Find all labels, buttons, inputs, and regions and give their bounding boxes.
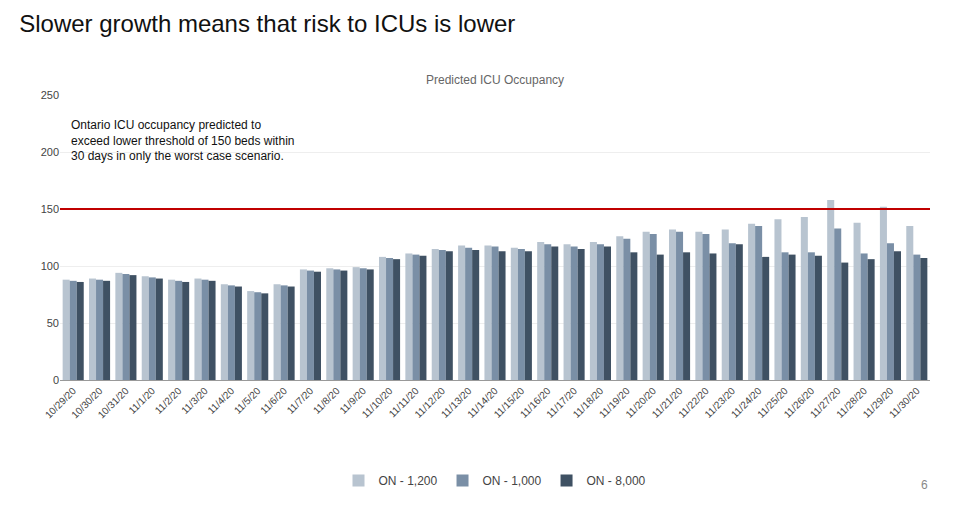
svg-text:100: 100 <box>41 260 59 272</box>
svg-text:11/15/20: 11/15/20 <box>492 385 527 420</box>
svg-text:11/22/20: 11/22/20 <box>676 385 711 420</box>
svg-text:11/30/20: 11/30/20 <box>887 385 922 420</box>
svg-text:0: 0 <box>53 374 59 386</box>
svg-text:10/30/20: 10/30/20 <box>69 385 105 421</box>
svg-text:Slower growth means that risk: Slower growth means that risk to ICUs is… <box>19 10 515 37</box>
svg-text:11/18/20: 11/18/20 <box>571 385 606 420</box>
svg-text:11/12/20: 11/12/20 <box>412 385 447 420</box>
svg-text:11/8/20: 11/8/20 <box>311 385 342 416</box>
svg-text:11/13/20: 11/13/20 <box>439 385 474 420</box>
svg-text:11/11/20: 11/11/20 <box>387 385 422 420</box>
svg-text:11/26/20: 11/26/20 <box>782 385 817 420</box>
svg-text:11/20/20: 11/20/20 <box>623 385 658 420</box>
svg-text:6: 6 <box>921 478 928 492</box>
svg-text:11/9/20: 11/9/20 <box>337 385 368 416</box>
svg-text:11/4/20: 11/4/20 <box>205 385 236 416</box>
svg-text:ON - 1,000: ON - 1,000 <box>483 474 542 488</box>
svg-text:10/29/20: 10/29/20 <box>43 385 79 421</box>
svg-text:Predicted ICU Occupancy: Predicted ICU Occupancy <box>426 73 564 87</box>
svg-text:11/23/20: 11/23/20 <box>702 385 737 420</box>
svg-text:11/2/20: 11/2/20 <box>153 385 184 416</box>
svg-text:11/14/20: 11/14/20 <box>465 385 500 420</box>
svg-text:11/21/20: 11/21/20 <box>650 385 685 420</box>
svg-text:11/16/20: 11/16/20 <box>518 385 553 420</box>
svg-text:50: 50 <box>47 317 59 329</box>
svg-text:Ontario ICU occupancy predicte: Ontario ICU occupancy predicted toexceed… <box>71 118 294 163</box>
svg-text:11/3/20: 11/3/20 <box>179 385 210 416</box>
svg-text:11/29/20: 11/29/20 <box>861 385 896 420</box>
svg-text:ON - 1,200: ON - 1,200 <box>379 474 438 488</box>
svg-text:10/31/20: 10/31/20 <box>96 385 132 421</box>
svg-text:11/1/20: 11/1/20 <box>126 385 157 416</box>
svg-text:11/24/20: 11/24/20 <box>729 385 764 420</box>
svg-text:11/28/20: 11/28/20 <box>834 385 869 420</box>
svg-text:11/6/20: 11/6/20 <box>258 385 289 416</box>
svg-text:200: 200 <box>41 146 59 158</box>
svg-text:11/25/20: 11/25/20 <box>755 385 790 420</box>
svg-text:11/17/20: 11/17/20 <box>544 385 579 420</box>
svg-text:11/7/20: 11/7/20 <box>285 385 316 416</box>
svg-text:11/5/20: 11/5/20 <box>232 385 263 416</box>
svg-text:150: 150 <box>41 203 59 215</box>
svg-text:11/27/20: 11/27/20 <box>808 385 843 420</box>
svg-text:ON - 8,000: ON - 8,000 <box>587 474 646 488</box>
svg-text:250: 250 <box>41 89 59 101</box>
svg-text:11/19/20: 11/19/20 <box>597 385 632 420</box>
svg-text:11/10/20: 11/10/20 <box>360 385 395 420</box>
